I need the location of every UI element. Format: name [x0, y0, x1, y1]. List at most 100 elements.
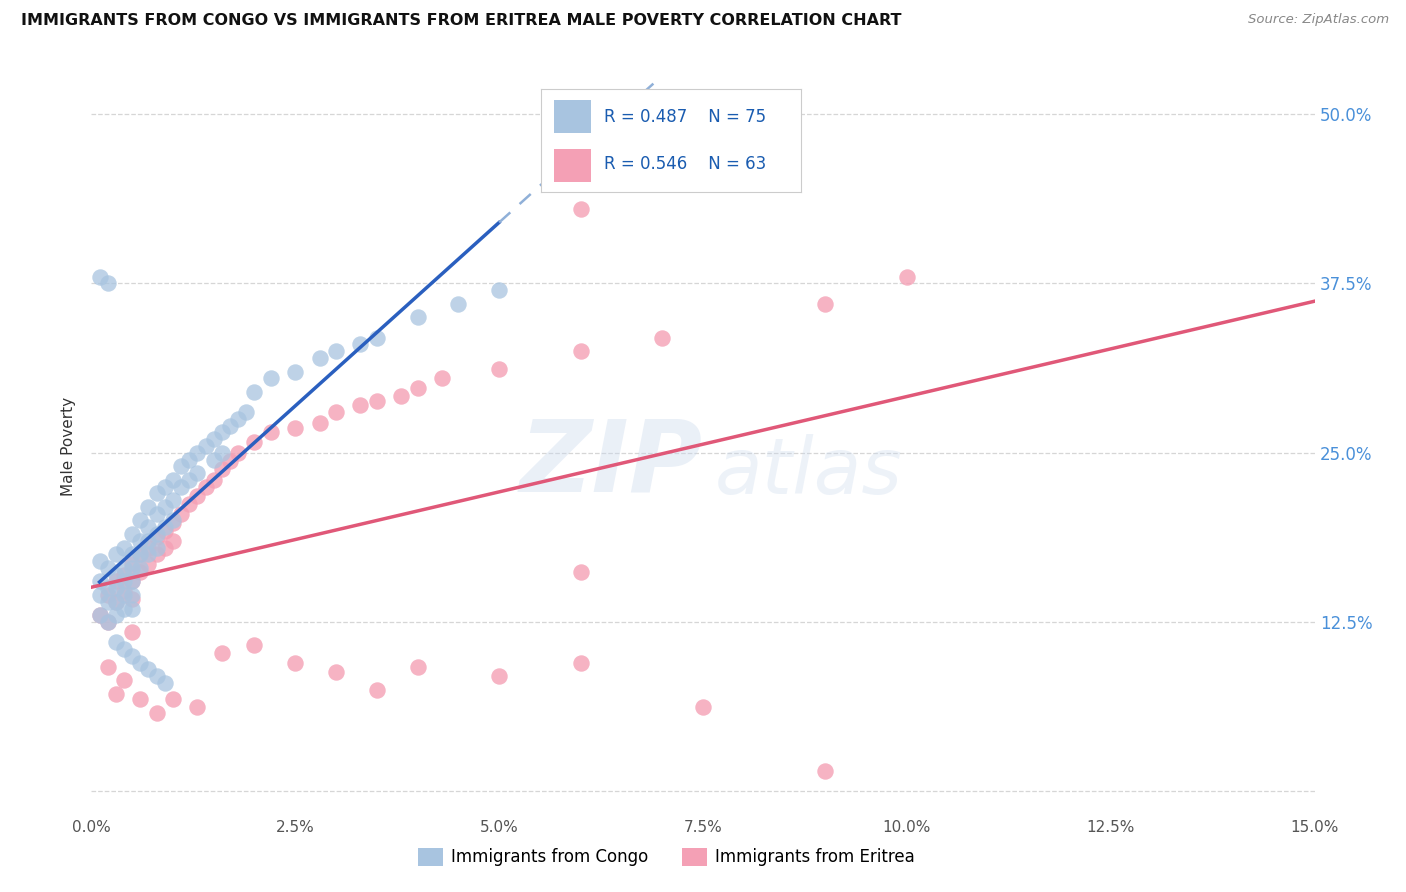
Point	[692, 700, 714, 714]
Point	[104, 608, 127, 623]
Legend: Immigrants from Congo, Immigrants from Eritrea: Immigrants from Congo, Immigrants from E…	[411, 841, 921, 873]
Point	[121, 557, 143, 571]
Point	[569, 565, 592, 579]
Point	[211, 462, 233, 476]
Point	[104, 574, 127, 589]
Point	[569, 656, 592, 670]
Point	[145, 541, 167, 555]
Point	[129, 656, 152, 670]
Point	[243, 434, 266, 449]
Point	[162, 533, 184, 548]
Point	[138, 547, 160, 561]
Point	[121, 561, 143, 575]
Point	[153, 500, 176, 514]
Point	[219, 454, 242, 468]
Point	[104, 595, 127, 609]
Point	[145, 530, 167, 544]
Point	[112, 588, 135, 602]
Point	[349, 337, 371, 351]
Point	[153, 676, 176, 690]
Point	[97, 595, 120, 609]
Point	[145, 486, 167, 500]
Text: atlas: atlas	[716, 434, 903, 509]
Point	[260, 371, 283, 385]
Point	[138, 533, 160, 548]
Point	[366, 331, 388, 345]
Point	[153, 480, 176, 494]
Point	[651, 331, 673, 345]
Point	[138, 663, 160, 677]
Point	[129, 547, 152, 561]
Point	[145, 507, 167, 521]
Point	[569, 202, 592, 216]
Point	[112, 673, 135, 688]
Point	[211, 425, 233, 440]
Point	[129, 565, 152, 579]
Point	[226, 412, 249, 426]
Point	[89, 608, 111, 623]
Point	[896, 269, 918, 284]
Point	[243, 638, 266, 652]
Point	[112, 583, 135, 598]
Point	[488, 669, 510, 683]
Point	[121, 592, 143, 607]
Point	[488, 283, 510, 297]
Point	[112, 561, 135, 575]
Text: IMMIGRANTS FROM CONGO VS IMMIGRANTS FROM ERITREA MALE POVERTY CORRELATION CHART: IMMIGRANTS FROM CONGO VS IMMIGRANTS FROM…	[21, 13, 901, 29]
Point	[89, 588, 111, 602]
Point	[406, 660, 429, 674]
Point	[97, 581, 120, 595]
Point	[104, 635, 127, 649]
Point	[202, 473, 225, 487]
Point	[138, 520, 160, 534]
Point	[89, 574, 111, 589]
Point	[366, 682, 388, 697]
Point	[162, 514, 184, 528]
Point	[389, 389, 412, 403]
Point	[121, 588, 143, 602]
Point	[162, 692, 184, 706]
FancyBboxPatch shape	[554, 101, 591, 133]
Point	[97, 660, 120, 674]
Y-axis label: Male Poverty: Male Poverty	[60, 396, 76, 496]
Point	[235, 405, 257, 419]
Point	[104, 595, 127, 609]
Point	[121, 574, 143, 589]
Point	[170, 480, 193, 494]
Point	[129, 561, 152, 575]
Point	[121, 527, 143, 541]
Point	[194, 480, 217, 494]
Point	[325, 405, 347, 419]
Point	[186, 489, 208, 503]
Point	[153, 524, 176, 539]
Point	[569, 344, 592, 359]
Point	[211, 646, 233, 660]
Point	[308, 416, 330, 430]
Point	[366, 394, 388, 409]
Point	[179, 473, 201, 487]
Point	[162, 473, 184, 487]
Point	[97, 588, 120, 602]
Text: R = 0.546    N = 63: R = 0.546 N = 63	[603, 155, 766, 173]
Point	[226, 446, 249, 460]
Point	[179, 497, 201, 511]
Point	[186, 446, 208, 460]
Point	[104, 567, 127, 582]
Point	[145, 669, 167, 683]
Point	[112, 567, 135, 582]
Point	[112, 541, 135, 555]
Point	[406, 310, 429, 325]
Point	[284, 656, 307, 670]
Point	[145, 706, 167, 720]
Point	[89, 608, 111, 623]
Point	[104, 547, 127, 561]
Point	[202, 452, 225, 467]
Point	[194, 439, 217, 453]
Point	[89, 554, 111, 568]
Point	[121, 601, 143, 615]
Point	[97, 561, 120, 575]
Point	[97, 615, 120, 629]
Point	[488, 361, 510, 376]
Point	[138, 557, 160, 571]
Point	[447, 297, 470, 311]
